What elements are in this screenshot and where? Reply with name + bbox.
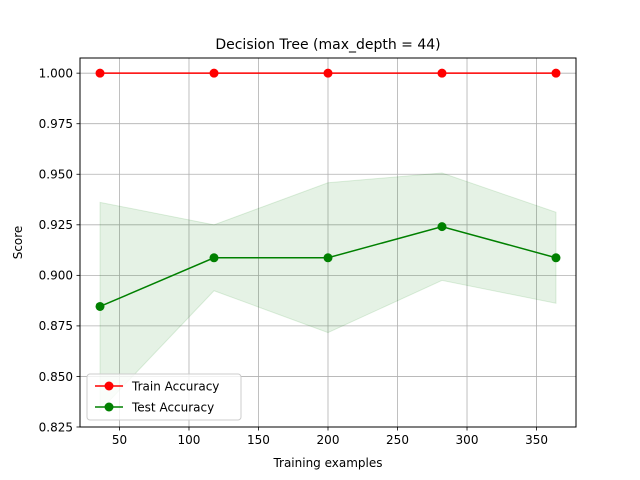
data-point	[323, 253, 333, 263]
x-tick-label: 50	[112, 433, 127, 447]
y-tick-label: 0.950	[39, 168, 73, 182]
y-axis-label: Score	[11, 226, 25, 260]
x-tick-label: 250	[386, 433, 409, 447]
y-tick-label: 1.000	[39, 66, 73, 80]
legend: Train Accuracy Test Accuracy	[86, 373, 242, 421]
y-tick-label: 0.925	[39, 218, 73, 232]
legend-marker	[104, 381, 114, 391]
data-point	[551, 253, 561, 263]
confidence-band	[99, 172, 557, 412]
data-point	[323, 68, 333, 78]
axis-ticks: 50 100 150 200 250 300 350 0.825 0.850 0.875 0.900…	[39, 66, 548, 447]
y-tick-label: 0.850	[39, 370, 73, 384]
y-tick-label: 0.875	[39, 319, 73, 333]
y-tick-label: 0.825	[39, 420, 73, 434]
data-point	[95, 301, 105, 311]
x-axis-label: Training examples	[272, 456, 382, 470]
data-point	[437, 68, 447, 78]
x-tick-label: 200	[317, 433, 340, 447]
legend-label: Test Accuracy	[131, 400, 214, 414]
x-tick-label: 150	[247, 433, 270, 447]
y-tick-label: 0.975	[39, 117, 73, 131]
x-tick-label: 300	[456, 433, 479, 447]
data-point	[551, 68, 561, 78]
series-markers	[95, 68, 561, 311]
data-point	[209, 253, 219, 263]
data-point	[209, 68, 219, 78]
data-point	[95, 68, 105, 78]
x-tick-label: 100	[178, 433, 201, 447]
x-tick-label: 350	[525, 433, 548, 447]
y-tick-label: 0.900	[39, 269, 73, 283]
chart-title: Decision Tree (max_depth = 44)	[215, 37, 440, 53]
data-point	[437, 222, 447, 232]
legend-label: Train Accuracy	[131, 379, 219, 393]
legend-box	[86, 373, 242, 421]
legend-marker	[104, 402, 114, 412]
